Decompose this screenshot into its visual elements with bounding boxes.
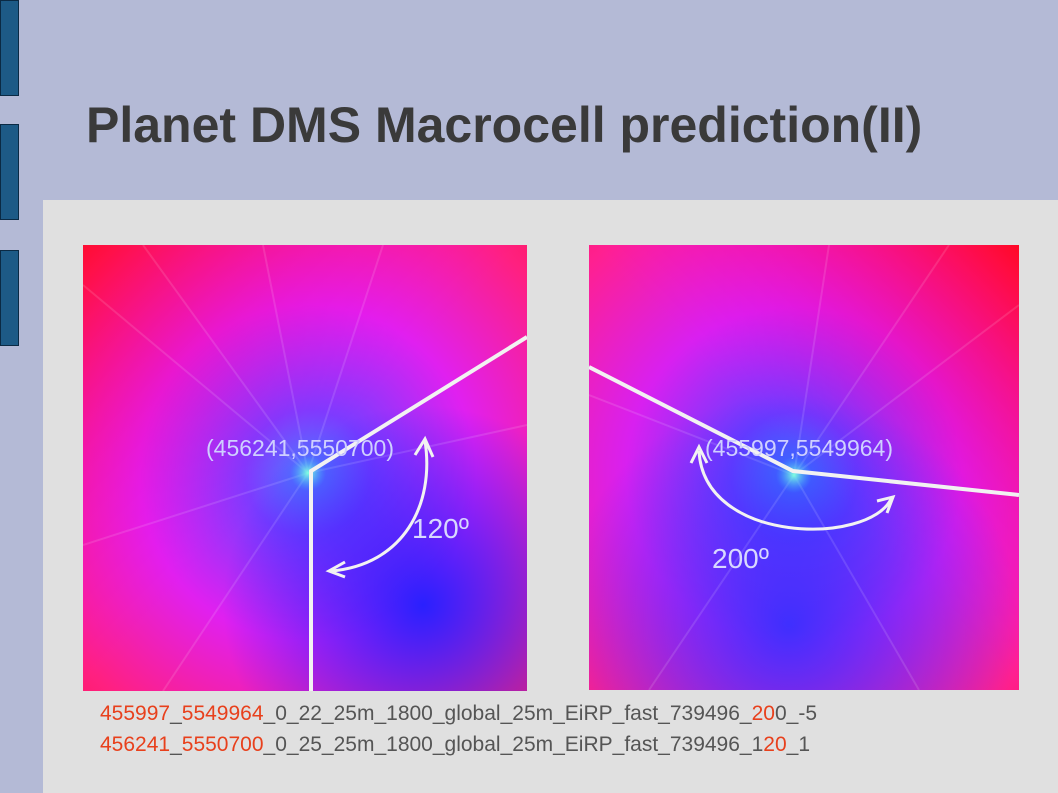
slide-title: Planet DMS Macrocell prediction(II) bbox=[86, 97, 923, 153]
left-sidebar bbox=[0, 0, 43, 793]
caption-line-2: 456241_5550700_0_25_25m_1800_global_25m_… bbox=[100, 733, 810, 757]
right-map-graphic bbox=[589, 245, 1019, 690]
slide-tab-1[interactable] bbox=[0, 0, 19, 96]
left-map-coordinate-label: (456241,5550700) bbox=[206, 435, 394, 461]
slide-tab-3[interactable] bbox=[0, 250, 19, 346]
left-prediction-map: (456241,5550700) 120º bbox=[83, 245, 527, 691]
left-map-angle-label: 120º bbox=[412, 513, 469, 544]
caption-2-y: 5550700 bbox=[181, 733, 264, 756]
caption-2-x: 456241 bbox=[100, 733, 171, 756]
caption-1-y: 5549964 bbox=[181, 702, 264, 725]
right-map-coordinate-label: (455997,5549964) bbox=[705, 435, 893, 461]
caption-1-suffix: 0_-5 bbox=[774, 702, 817, 725]
right-map-angle-label: 200º bbox=[712, 543, 769, 574]
caption-1-x: 455997 bbox=[100, 702, 171, 725]
caption-2-suffix: _1 bbox=[786, 733, 810, 756]
right-prediction-map: (455997,5549964) 200º bbox=[589, 245, 1019, 690]
caption-2-angle: 20 bbox=[763, 733, 787, 756]
caption-1-params: _0_22_25m_1800_global_25m_EiRP_fast_7394… bbox=[263, 702, 752, 725]
caption-2-sep: _ bbox=[170, 733, 182, 756]
caption-1-angle: 20 bbox=[751, 702, 775, 725]
caption-line-1: 455997_5549964_0_22_25m_1800_global_25m_… bbox=[100, 702, 817, 726]
caption-1-sep: _ bbox=[170, 702, 182, 725]
slide-tab-2[interactable] bbox=[0, 124, 19, 220]
caption-2-params: _0_25_25m_1800_global_25m_EiRP_fast_7394… bbox=[263, 733, 764, 756]
left-map-graphic bbox=[83, 245, 527, 691]
